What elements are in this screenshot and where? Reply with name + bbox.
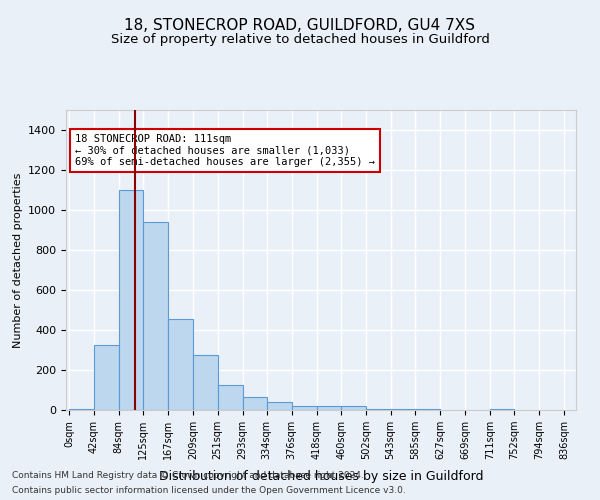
Bar bbox=[317, 406, 341, 410]
Bar bbox=[267, 402, 292, 410]
Bar bbox=[415, 409, 440, 410]
Bar bbox=[341, 406, 367, 410]
Bar bbox=[168, 319, 193, 410]
Bar bbox=[391, 409, 415, 410]
Bar bbox=[292, 406, 317, 410]
Text: Contains public sector information licensed under the Open Government Licence v3: Contains public sector information licen… bbox=[12, 486, 406, 495]
Y-axis label: Number of detached properties: Number of detached properties bbox=[13, 172, 23, 348]
Bar bbox=[119, 190, 143, 410]
Text: 18 STONECROP ROAD: 111sqm
← 30% of detached houses are smaller (1,033)
69% of se: 18 STONECROP ROAD: 111sqm ← 30% of detac… bbox=[75, 134, 375, 167]
Text: Contains HM Land Registry data © Crown copyright and database right 2024.: Contains HM Land Registry data © Crown c… bbox=[12, 471, 364, 480]
Bar bbox=[193, 355, 218, 410]
Text: Size of property relative to detached houses in Guildford: Size of property relative to detached ho… bbox=[110, 32, 490, 46]
Bar bbox=[69, 409, 94, 410]
Bar bbox=[143, 222, 168, 410]
Bar bbox=[218, 385, 242, 410]
Text: 18, STONECROP ROAD, GUILDFORD, GU4 7XS: 18, STONECROP ROAD, GUILDFORD, GU4 7XS bbox=[125, 18, 476, 32]
Bar bbox=[242, 397, 267, 410]
Bar bbox=[94, 345, 119, 410]
X-axis label: Distribution of detached houses by size in Guildford: Distribution of detached houses by size … bbox=[159, 470, 483, 484]
Bar bbox=[367, 409, 391, 410]
Bar bbox=[490, 409, 514, 410]
